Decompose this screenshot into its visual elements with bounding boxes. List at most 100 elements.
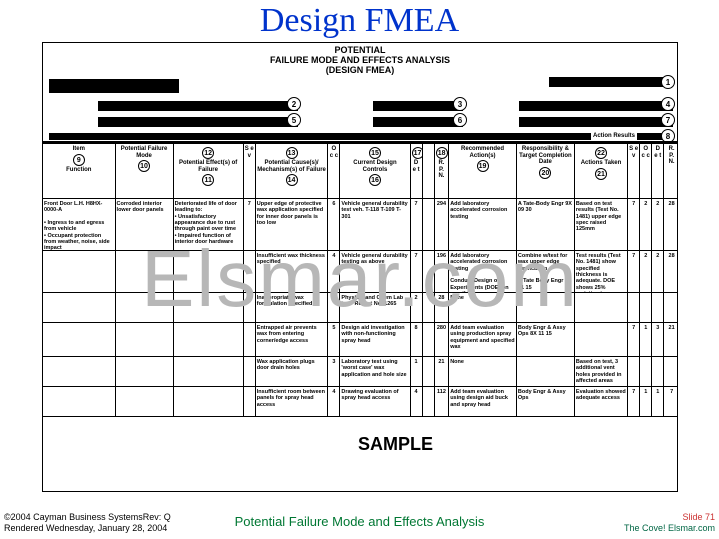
col-header: 17D e t bbox=[411, 144, 423, 198]
col-header: 15Current Design Controls16 bbox=[340, 144, 410, 198]
table-cell bbox=[43, 387, 116, 416]
table-cell: 7 bbox=[628, 199, 640, 250]
table-cell: Insufficient wax thickness specified bbox=[256, 251, 329, 292]
table-cell: 6 bbox=[328, 199, 340, 250]
table-cell: Upper edge of protective wax application… bbox=[256, 199, 329, 250]
slide-title: Design FMEA bbox=[0, 0, 719, 40]
table-cell: 2 bbox=[328, 293, 340, 322]
table-cell: 4 bbox=[328, 251, 340, 292]
table-cell: Add laboratory accelerated corrosion tes… bbox=[449, 199, 517, 250]
table-row: Front Door L.H. H8HX-0000-A• Ingress to … bbox=[43, 199, 677, 251]
table-cell bbox=[43, 251, 116, 292]
table-cell: Front Door L.H. H8HX-0000-A• Ingress to … bbox=[43, 199, 116, 250]
footer-site: The Cove! Elsmar.com bbox=[624, 523, 715, 533]
table-cell: 28 bbox=[664, 251, 678, 292]
table-row: Entrapped air prevents wax from entering… bbox=[43, 323, 677, 357]
table-cell bbox=[116, 357, 174, 386]
form-header-l1: POTENTIAL bbox=[43, 45, 677, 55]
table-cell: 1 bbox=[652, 387, 664, 416]
table-row: Insufficient room between panels for spr… bbox=[43, 387, 677, 417]
table-cell bbox=[575, 293, 628, 322]
table-cell bbox=[423, 251, 435, 292]
table-cell bbox=[244, 293, 256, 322]
table-cell: Deteriorated life of door leading to:• U… bbox=[174, 199, 244, 250]
table-cell: Physical and Chem Lab test- Report No. 1… bbox=[340, 293, 410, 322]
table-row: Insufficient wax thickness specified4Veh… bbox=[43, 251, 677, 293]
table-cell bbox=[423, 357, 435, 386]
table-cell bbox=[652, 293, 664, 322]
data-rows: Front Door L.H. H8HX-0000-A• Ingress to … bbox=[43, 199, 677, 417]
table-cell: Wax application plugs door drain holes bbox=[256, 357, 329, 386]
col-header: R. P. N. bbox=[664, 144, 678, 198]
table-cell bbox=[244, 357, 256, 386]
table-cell: 294 bbox=[435, 199, 450, 250]
footer-center: Potential Failure Mode and Effects Analy… bbox=[0, 514, 719, 529]
table-cell: 2 bbox=[652, 199, 664, 250]
col-header: Potential Failure Mode10 bbox=[116, 144, 174, 198]
col-header: Responsibility & Target Completion Date2… bbox=[517, 144, 575, 198]
table-cell bbox=[116, 387, 174, 416]
table-cell: 21 bbox=[664, 323, 678, 356]
field-num-3: 3 bbox=[453, 97, 467, 111]
table-cell: None bbox=[449, 357, 517, 386]
table-cell: Body Engr & Assy Ops bbox=[517, 387, 575, 416]
table-cell: Corroded interior lower door panels bbox=[116, 199, 174, 250]
table-cell: Drawing evaluation of spray head access bbox=[340, 387, 410, 416]
col-header: 18R. P. N. bbox=[435, 144, 450, 198]
table-cell bbox=[244, 323, 256, 356]
table-cell: 4 bbox=[328, 387, 340, 416]
table-cell bbox=[640, 357, 652, 386]
table-cell: Vehicle general durability test veh. T-1… bbox=[340, 199, 410, 250]
footer-right: Slide 71 The Cove! Elsmar.com bbox=[624, 512, 715, 535]
table-cell bbox=[652, 357, 664, 386]
table-cell: Add laboratory accelerated corrosion tes… bbox=[449, 251, 517, 292]
table-cell bbox=[628, 293, 640, 322]
table-cell bbox=[174, 323, 244, 356]
field-num-6: 6 bbox=[453, 113, 467, 127]
col-header: D e t bbox=[652, 144, 664, 198]
col-header: S e v bbox=[244, 144, 256, 198]
table-cell: Add team evaluation using design aid buc… bbox=[449, 387, 517, 416]
form-header: POTENTIAL FAILURE MODE AND EFFECTS ANALY… bbox=[43, 43, 677, 77]
table-cell: Entrapped air prevents wax from entering… bbox=[256, 323, 329, 356]
table-cell: 2 bbox=[652, 251, 664, 292]
form-top-fields: 1 2 3 4 5 6 7 8 bbox=[43, 77, 677, 141]
table-cell: 1 bbox=[640, 323, 652, 356]
col-header: 22Actions Taken21 bbox=[575, 144, 628, 198]
table-cell: 28 bbox=[435, 293, 450, 322]
table-cell: 3 bbox=[652, 323, 664, 356]
col-header: 12Potential Effect(s) of Failure11 bbox=[174, 144, 244, 198]
table-cell bbox=[244, 387, 256, 416]
table-cell: Evaluation showed adequate access bbox=[575, 387, 628, 416]
table-cell: Design aid investigation with non-functi… bbox=[340, 323, 410, 356]
table-cell: None bbox=[449, 293, 517, 322]
table-cell: 3 bbox=[328, 357, 340, 386]
table-cell: Vehicle general durability testing as ab… bbox=[340, 251, 410, 292]
col-header bbox=[423, 144, 435, 198]
table-cell: 112 bbox=[435, 387, 450, 416]
table-cell: Body Engr & Assy Ops 8X 11 15 bbox=[517, 323, 575, 356]
table-cell bbox=[43, 323, 116, 356]
table-cell bbox=[116, 251, 174, 292]
table-cell bbox=[517, 293, 575, 322]
table-cell: Insufficient room between panels for spr… bbox=[256, 387, 329, 416]
sample-stamp: SAMPLE bbox=[358, 434, 433, 455]
table-cell: A Tate-Body Engr 9X 09 30 bbox=[517, 199, 575, 250]
table-cell: 7 bbox=[411, 199, 423, 250]
table-cell: Inappropriate wax formulation specified bbox=[256, 293, 329, 322]
table-cell bbox=[664, 357, 678, 386]
table-row: Inappropriate wax formulation specified2… bbox=[43, 293, 677, 323]
field-num-5: 5 bbox=[287, 113, 301, 127]
col-header: O c c bbox=[640, 144, 652, 198]
slide-footer: ©2004 Cayman Business SystemsRev: Q Rend… bbox=[0, 499, 719, 539]
col-header: Recommended Action(s)19 bbox=[449, 144, 517, 198]
table-cell bbox=[423, 387, 435, 416]
table-cell bbox=[423, 199, 435, 250]
table-cell bbox=[174, 387, 244, 416]
table-cell: 7 bbox=[411, 251, 423, 292]
form-header-l3: (DESIGN FMEA) bbox=[43, 65, 677, 75]
table-cell: Based on test, 3 additional vent holes p… bbox=[575, 357, 628, 386]
table-cell: Based on test results (Test No. 1481) up… bbox=[575, 199, 628, 250]
action-results-label: Action Results bbox=[591, 133, 637, 140]
table-cell: Combine w/test for wax upper edge verifi… bbox=[517, 251, 575, 292]
